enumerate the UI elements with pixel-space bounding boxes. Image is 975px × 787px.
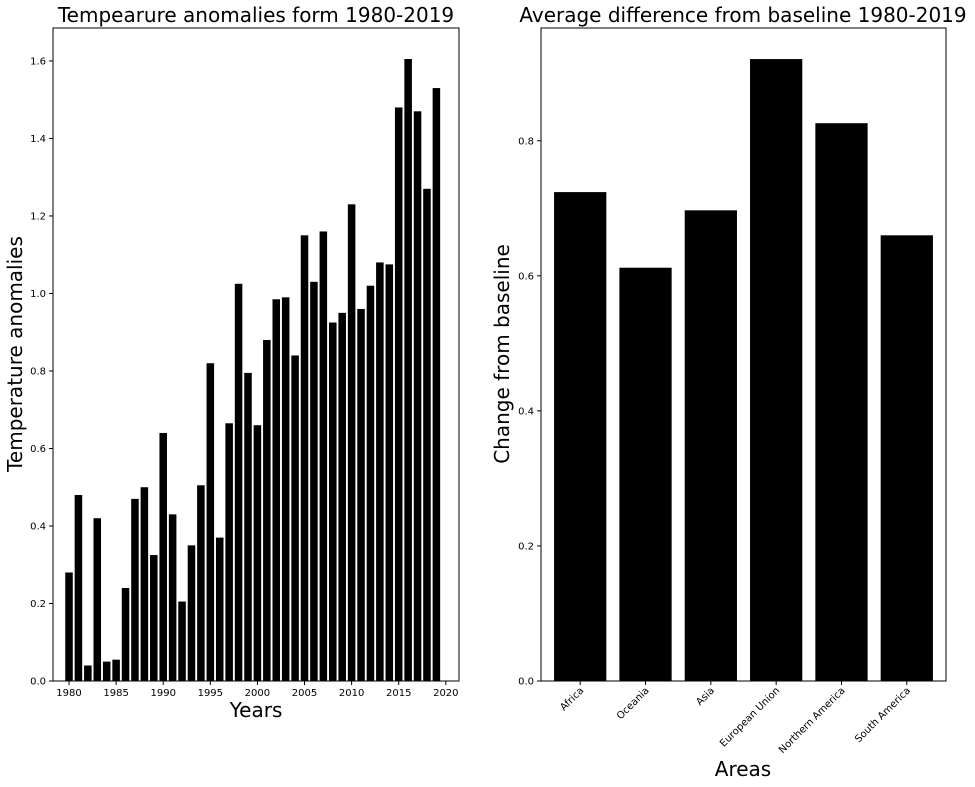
y-tick-label: 1.6 [30,56,46,67]
bar-2016 [404,59,412,681]
y-ticks: 0.0 0.2 0.4 0.6 0.8 [518,136,541,688]
plot-frame [52,27,460,682]
bar-south-america [880,235,933,681]
bar-1988 [140,487,149,681]
bar-1998 [234,283,243,681]
x-axis-label: Areas [715,757,771,781]
y-tick-label: 0.6 [518,271,534,282]
y-tick-label: 0.4 [30,521,46,532]
y-tick-label: 0.2 [518,541,534,552]
bar-asia [684,210,737,681]
bar-africa [554,192,607,681]
bar-2009 [338,312,346,681]
bar-1989 [150,555,158,681]
bar-1983 [93,518,102,681]
y-ticks: 0.0 0.2 0.4 0.6 0.8 1.0 1.2 1.4 1.6 [30,56,53,688]
y-tick-label: 0.2 [30,599,46,610]
bar-1997 [225,423,233,681]
bar-1993 [187,545,196,681]
y-tick-label: 0.0 [518,677,534,688]
bar-1982 [84,665,92,681]
chart-title: Tempearure anomalies form 1980-2019 [57,3,454,27]
bar-1984 [102,661,111,681]
x-tick-label: 2015 [386,688,411,699]
y-tick-label: 0.8 [518,136,534,147]
bar-2007 [319,231,328,681]
x-tick-label: 2000 [245,688,270,699]
x-ticks: 1980 1985 1990 1995 2000 2005 2010 2015 2020 [56,681,459,699]
x-tick-label: Asia [694,685,717,708]
bar-1985 [112,659,120,681]
bar-oceania [619,267,672,681]
bar-2018 [423,188,431,682]
x-tick-label: 2010 [339,688,364,699]
bar-1995 [206,363,215,681]
y-tick-label: 0.6 [30,444,46,455]
x-ticks: Africa Oceania Asia European UnionNorthern … [558,681,913,756]
bar-1990 [159,432,167,681]
bar-2005 [300,235,309,682]
bar-2004 [291,355,299,681]
x-tick-label: South America [853,685,913,745]
y-axis-label: Temperature anomalies [3,236,27,473]
bar-2008 [329,322,337,681]
bar-2014 [385,264,394,681]
y-tick-label: 1.2 [30,211,46,222]
bar-2015 [394,107,403,681]
bar-1987 [131,498,139,681]
bar-2013 [376,262,384,681]
chart-title: Average difference from baseline 1980-20… [519,3,966,27]
temperature-anomalies-chart: Tempearure anomalies form 1980-2019 Year… [3,3,460,722]
bar-1981 [74,494,83,681]
bar-2011 [357,308,365,681]
x-tick-label: Oceania [615,685,652,722]
y-tick-label: 0.4 [518,406,534,417]
x-axis-label: Years [229,698,283,722]
y-axis-label: Change from baseline [490,244,514,464]
plot-frame [540,27,947,682]
bar-1999 [244,372,252,681]
x-tick-label: 1985 [103,688,128,699]
x-tick-label: 1990 [150,688,175,699]
bar-1994 [197,485,205,681]
y-tick-label: 0.0 [30,677,46,688]
bar-1996 [215,537,224,681]
x-tick-label: 2005 [292,688,317,699]
bars [554,59,933,682]
bar-2006 [310,281,318,681]
x-tick-label: 1980 [56,688,81,699]
bar-2012 [366,285,375,681]
bar-2019 [432,88,441,682]
x-tick-label: European Union [718,685,782,749]
y-tick-label: 0.8 [30,366,46,377]
bar-2017 [413,111,422,681]
x-tick-label: 2020 [433,688,458,699]
x-tick-label: Africa [558,685,586,713]
bar-european-union [750,59,803,681]
bars [65,59,441,682]
x-tick-label: 1995 [198,688,223,699]
bar-2000 [253,425,262,681]
bar-northern-america [815,123,868,682]
baseline-difference-chart: Average difference from baseline 1980-20… [490,3,967,781]
bar-1992 [178,601,186,681]
bar-1980 [65,572,73,681]
bar-2002 [272,299,281,681]
bar-1991 [168,514,177,681]
bar-2010 [347,204,356,681]
y-tick-label: 1.0 [30,289,46,300]
y-tick-label: 1.4 [30,134,46,145]
bar-2003 [281,297,290,681]
bar-1986 [121,587,130,681]
bar-2001 [263,339,271,681]
x-tick-label: Northern America [777,685,848,756]
